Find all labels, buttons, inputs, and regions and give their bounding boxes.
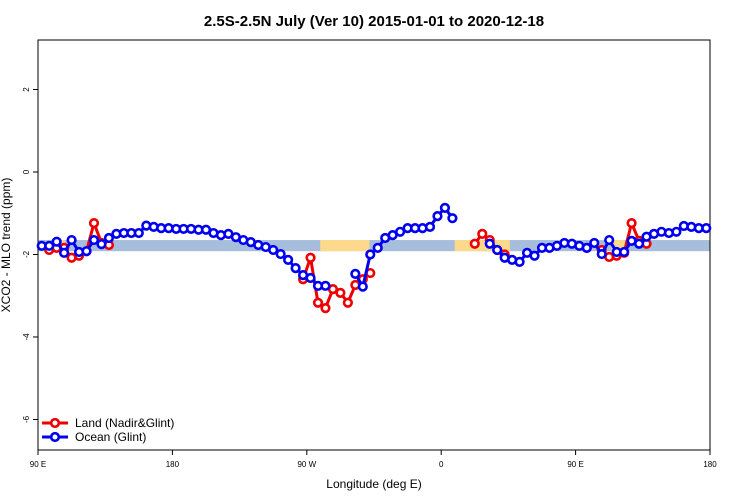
data-point <box>596 248 607 260</box>
data-point <box>275 248 286 260</box>
data-point <box>96 239 107 250</box>
data-point <box>484 238 495 249</box>
data-point <box>469 238 480 249</box>
data-point <box>290 262 301 274</box>
data-point <box>88 234 100 246</box>
y-tick-label: 0 <box>22 169 31 174</box>
band-highlight <box>320 240 370 252</box>
y-tick-label: 2 <box>22 87 31 92</box>
data-point <box>342 297 353 308</box>
data-point <box>66 234 77 246</box>
data-point <box>439 202 451 213</box>
data-point <box>372 242 383 253</box>
data-point <box>447 213 458 224</box>
data-point <box>305 252 316 263</box>
data-point <box>305 272 316 284</box>
data-point <box>365 249 376 260</box>
x-tick-label: 90 W <box>297 460 316 469</box>
data-point <box>320 280 331 291</box>
data-point <box>633 238 645 249</box>
data-point <box>133 227 144 239</box>
data-point <box>320 303 331 314</box>
data-point <box>529 250 540 261</box>
y-tick-label: -2 <box>22 250 31 258</box>
data-point <box>581 242 592 253</box>
data-point <box>432 211 443 222</box>
data-point <box>81 246 92 257</box>
legend-label: Ocean (Glint) <box>75 430 146 444</box>
data-point <box>671 226 682 237</box>
x-tick-label: 180 <box>166 460 180 469</box>
data-point <box>283 254 294 265</box>
band-highlight <box>454 240 510 252</box>
data-point <box>88 218 100 229</box>
y-tick-label: -4 <box>22 333 31 341</box>
band-highlight <box>611 240 625 252</box>
legend-label: Land (Nadir&Glint) <box>75 416 174 430</box>
data-point <box>514 256 525 268</box>
data-point <box>619 246 630 258</box>
data-point <box>604 234 615 246</box>
x-tick-label: 90 E <box>30 460 46 469</box>
data-point <box>701 222 712 234</box>
legend-marker <box>49 431 61 443</box>
data-point <box>51 236 62 247</box>
data-point <box>424 221 436 232</box>
data-point <box>492 244 503 256</box>
data-point <box>477 228 488 239</box>
data-point <box>103 232 115 244</box>
data-point <box>357 281 368 292</box>
data-point <box>312 297 324 308</box>
data-point <box>44 240 55 251</box>
chart-title: 2.5S-2.5N July (Ver 10) 2015-01-01 to 20… <box>204 13 544 30</box>
data-point <box>589 237 600 249</box>
y-axis-label: XCO2 - MLO trend (ppm) <box>0 178 13 313</box>
x-tick-label: 90 E <box>567 460 583 469</box>
data-point <box>626 218 637 229</box>
data-point <box>335 287 346 298</box>
y-tick-label: -6 <box>22 415 31 423</box>
data-point <box>350 268 361 279</box>
data-point <box>268 244 279 256</box>
x-tick-label: 0 <box>439 460 444 469</box>
data-point <box>395 226 406 237</box>
data-point <box>59 247 70 258</box>
x-axis-label: Longitude (deg E) <box>326 477 421 491</box>
x-tick-label: 180 <box>703 460 717 469</box>
legend-marker <box>49 417 61 429</box>
